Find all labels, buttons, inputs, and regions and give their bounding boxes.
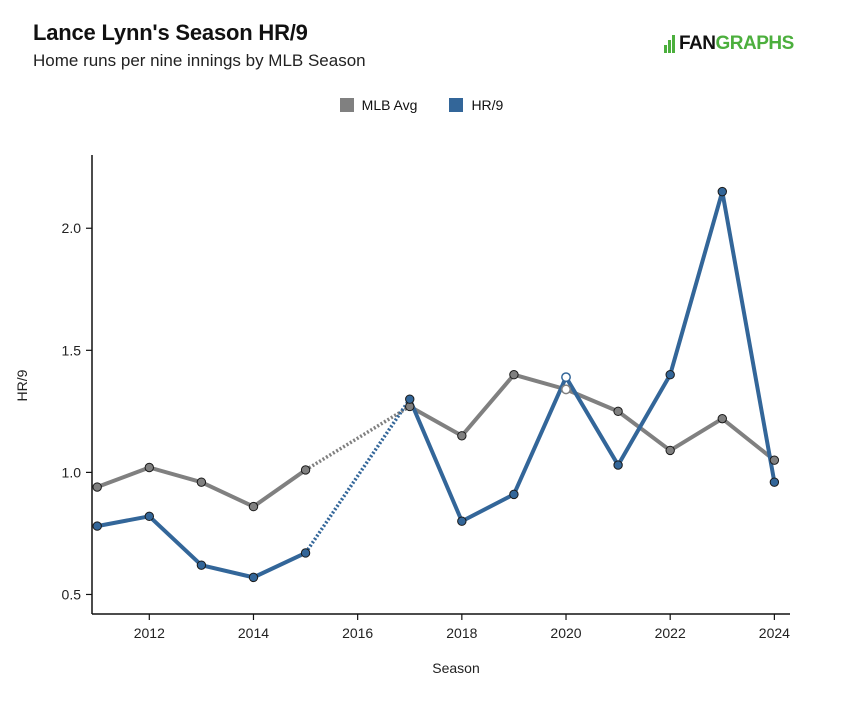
data-point-hr9 [613,460,623,470]
data-point-mlb-avg [717,413,727,424]
legend-item-mlb-avg[interactable]: MLB Avg [339,97,418,113]
data-point-hr9 [300,548,311,558]
y-axis-title: HR/9 [14,369,30,401]
y-tick-label: 1.0 [62,464,82,480]
chart-title: Lance Lynn's Season HR/9 [33,20,308,45]
series-gap-line-hr9 [304,398,412,554]
legend-label-hr9: HR/9 [471,97,504,113]
data-point-hr9 [405,394,415,404]
y-tick-label: 1.5 [62,342,82,358]
legend-swatch-hr9 [449,98,464,112]
series-line-hr9 [407,189,777,524]
x-tick-label: 2016 [342,625,373,641]
x-tick-label: 2022 [655,625,686,641]
fangraphs-logo[interactable]: FANGRAPHS [664,33,794,55]
x-tick-label: 2018 [446,625,477,641]
data-point-hr9 [717,186,727,197]
data-point-hr9 [561,372,571,383]
chart-subtitle: Home runs per nine innings by MLB Season [33,51,366,70]
data-point-mlb-avg [769,455,780,465]
data-point-mlb-avg [665,445,675,456]
data-point-hr9 [144,511,154,522]
logo-bars-icon [664,35,676,53]
legend-item-hr9[interactable]: HR/9 [449,97,503,113]
x-axis-title: Season [432,660,479,676]
y-tick-label: 2.0 [62,220,82,236]
data-point-hr9 [509,489,519,500]
series-line-mlb-avg [95,465,308,509]
data-point-hr9 [92,521,102,531]
legend-label-mlb-avg: MLB Avg [361,97,418,113]
legend: MLB Avg HR/9 [0,97,843,113]
data-point-hr9 [769,477,780,487]
logo-prefix: FAN [679,33,716,54]
data-point-mlb-avg [196,477,207,487]
x-tick-label: 2014 [238,625,269,641]
data-point-mlb-avg [300,465,311,475]
data-point-mlb-avg [92,482,102,492]
x-tick-label: 2020 [550,625,581,641]
logo-suffix: GRAPHS [715,33,795,54]
legend-swatch-mlb-avg [339,98,354,112]
series-gap-line-mlb-avg [304,404,411,472]
data-point-hr9 [196,560,207,570]
x-tick-label: 2012 [134,625,165,641]
data-point-mlb-avg [248,501,259,512]
data-point-mlb-avg [613,406,623,417]
data-point-hr9 [665,370,675,380]
x-tick-label: 2024 [759,625,790,641]
data-point-mlb-avg [144,462,154,473]
data-point-mlb-avg [457,431,467,441]
y-tick-label: 0.5 [62,586,82,602]
series-line-mlb-avg [407,372,777,463]
data-point-hr9 [248,572,259,583]
data-point-mlb-avg [509,370,519,380]
data-point-hr9 [457,516,467,526]
data-point-mlb-avg [561,384,571,395]
